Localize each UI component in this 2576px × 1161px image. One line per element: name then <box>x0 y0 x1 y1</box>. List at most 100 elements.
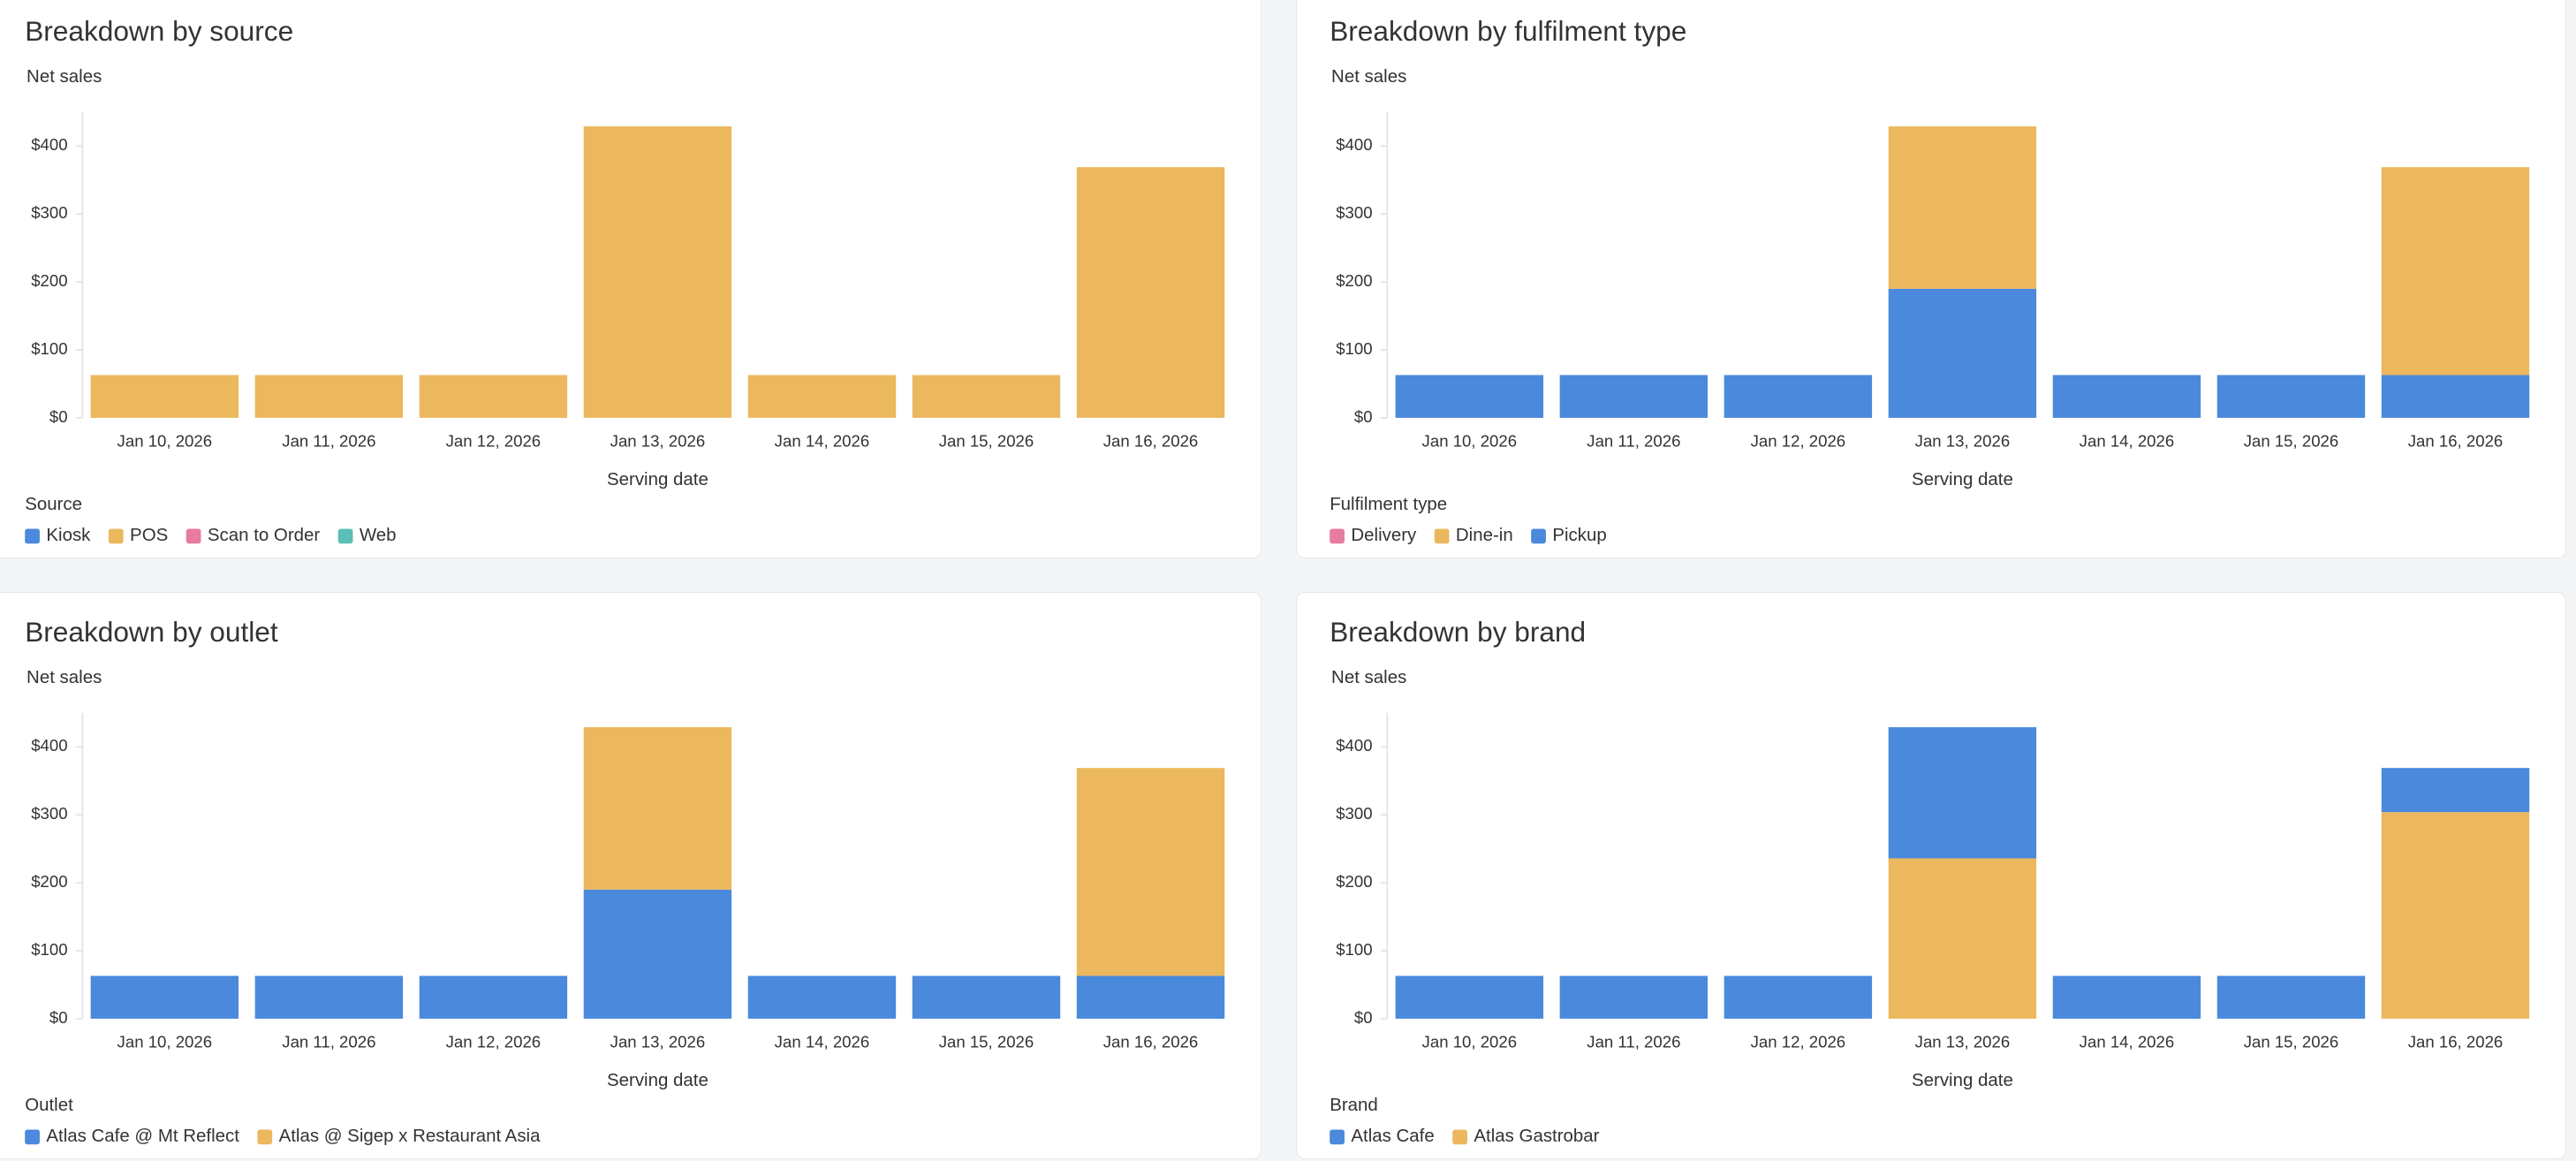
y-tick-label: $400 <box>31 736 67 755</box>
x-axis-label: Serving date <box>1912 469 2013 489</box>
legend-swatch <box>1330 1129 1345 1145</box>
y-tick-label: $300 <box>31 203 67 222</box>
x-tick-label: Jan 16, 2026 <box>2408 432 2504 451</box>
chart-subtitle: Net sales <box>1331 66 1406 87</box>
legend-swatch <box>108 528 124 544</box>
bar-segment <box>2052 975 2201 1019</box>
x-tick-label: Jan 11, 2026 <box>1587 432 1680 451</box>
bar-segment <box>1888 126 2037 289</box>
bar-segment <box>1395 975 1544 1019</box>
x-tick-label: Jan 14, 2026 <box>2080 432 2175 451</box>
legend-label: POS <box>130 525 168 545</box>
x-tick-label: Jan 10, 2026 <box>117 1033 213 1051</box>
legend-swatch <box>186 528 201 544</box>
y-tick-label: $400 <box>1336 736 1372 755</box>
y-tick-label: $100 <box>1336 339 1372 358</box>
legend-label: Atlas Gastrobar <box>1474 1126 1599 1146</box>
legend-label: Web <box>360 525 397 545</box>
bar-segment <box>747 975 897 1019</box>
legend-title: Brand <box>1330 1095 1378 1115</box>
bar-segment <box>912 975 1061 1019</box>
legend-label: Atlas Cafe <box>1351 1126 1434 1146</box>
bar-segment <box>2216 375 2366 418</box>
legend-label: Atlas Cafe @ Mt Reflect <box>46 1126 239 1146</box>
y-tick-label: $100 <box>31 940 67 959</box>
x-tick-label: Jan 15, 2026 <box>939 1033 1034 1051</box>
bar-segment <box>1888 727 2037 859</box>
bar-segment <box>254 975 404 1019</box>
bar-segment <box>1724 375 1873 418</box>
x-tick-label: Jan 12, 2026 <box>1751 1033 1846 1051</box>
legend-swatch <box>1452 1129 1467 1145</box>
chart: Breakdown by source Net sales $0 $100 $200 $3… <box>25 15 1225 545</box>
bar-segment <box>1076 167 1225 418</box>
x-tick-label: Jan 12, 2026 <box>446 432 542 451</box>
x-tick-label: Jan 13, 2026 <box>610 432 706 451</box>
x-axis-label: Serving date <box>607 1070 708 1090</box>
y-tick-label: $300 <box>1336 804 1372 823</box>
chart: Breakdown by fulfilment type Net sales $0 $… <box>1330 15 2530 545</box>
x-tick-label: Jan 15, 2026 <box>2244 432 2339 451</box>
x-tick-label: Jan 11, 2026 <box>282 432 375 451</box>
y-tick-label: $200 <box>1336 872 1372 891</box>
bar-segment <box>2381 167 2530 376</box>
x-tick-label: Jan 14, 2026 <box>775 1033 870 1051</box>
x-tick-label: Jan 11, 2026 <box>282 1033 375 1051</box>
legend-label: Dine-in <box>1456 525 1513 545</box>
legend-label: Scan to Order <box>208 525 321 545</box>
legend-swatch <box>257 1129 273 1145</box>
x-axis-label: Serving date <box>1912 1070 2013 1090</box>
x-axis-label: Serving date <box>607 469 708 489</box>
x-tick-label: Jan 11, 2026 <box>1587 1033 1680 1051</box>
y-tick-label: $100 <box>1336 940 1372 959</box>
legend-title: Outlet <box>25 1095 73 1115</box>
bar-segment <box>2052 375 2201 418</box>
bar-segment <box>583 889 732 1019</box>
y-tick-label: $0 <box>1354 407 1373 426</box>
y-tick-label: $300 <box>31 804 67 823</box>
x-tick-label: Jan 12, 2026 <box>446 1033 542 1051</box>
legend-swatch <box>1434 528 1450 544</box>
x-tick-label: Jan 12, 2026 <box>1751 432 1846 451</box>
bar-segment <box>1724 975 1873 1019</box>
bar-segment <box>2381 375 2530 418</box>
bar-segment <box>254 375 404 418</box>
chart: Breakdown by outlet Net sales $0 $100 $200 $3… <box>25 616 1225 1146</box>
bar-segment <box>90 375 239 418</box>
legend-swatch <box>25 1129 40 1145</box>
panel: Breakdown by fulfilment type Net sales $0 $… <box>1296 0 2566 558</box>
x-tick-label: Jan 13, 2026 <box>1915 432 2011 451</box>
chart: Breakdown by brand Net sales $0 $100 $200 $30… <box>1330 616 2530 1146</box>
bar-segment <box>583 727 732 890</box>
legend-swatch <box>1531 528 1546 544</box>
x-tick-label: Jan 15, 2026 <box>2244 1033 2339 1051</box>
bar-segment <box>1395 375 1544 418</box>
y-tick-label: $200 <box>31 271 67 290</box>
legend-swatch <box>337 528 353 544</box>
legend-label: Kiosk <box>46 525 91 545</box>
x-tick-label: Jan 13, 2026 <box>1915 1033 2011 1051</box>
x-tick-label: Jan 16, 2026 <box>1103 1033 1199 1051</box>
bar-segment <box>2216 975 2366 1019</box>
bar-segment <box>419 975 568 1019</box>
x-tick-label: Jan 14, 2026 <box>2080 1033 2175 1051</box>
legend-label: Pickup <box>1552 525 1606 545</box>
x-tick-label: Jan 16, 2026 <box>1103 432 1199 451</box>
panel: Breakdown by source Net sales $0 $100 $200 $3… <box>0 0 1261 558</box>
panel: Breakdown by brand Net sales $0 $100 $200 $30… <box>1296 592 2566 1159</box>
bar-segment <box>2381 812 2530 1019</box>
y-tick-label: $0 <box>49 407 68 426</box>
chart-title: Breakdown by outlet <box>25 616 278 648</box>
x-tick-label: Jan 10, 2026 <box>117 432 213 451</box>
x-tick-label: Jan 15, 2026 <box>939 432 1034 451</box>
chart-subtitle: Net sales <box>27 66 102 87</box>
chart-subtitle: Net sales <box>1331 667 1406 687</box>
legend-title: Source <box>25 494 82 514</box>
bar-segment <box>2381 768 2530 813</box>
x-tick-label: Jan 16, 2026 <box>2408 1033 2504 1051</box>
legend-label: Atlas @ Sigep x Restaurant Asia <box>279 1126 542 1146</box>
y-tick-label: $0 <box>49 1008 68 1027</box>
legend-swatch <box>25 528 40 544</box>
bar-segment <box>1888 288 2037 418</box>
